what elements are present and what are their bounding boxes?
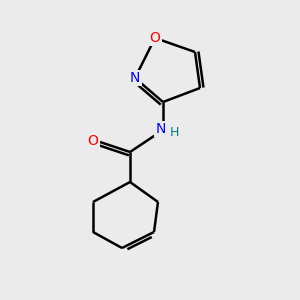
Text: H: H xyxy=(169,127,179,140)
Text: O: O xyxy=(150,31,160,45)
Text: O: O xyxy=(88,134,98,148)
Text: N: N xyxy=(130,71,140,85)
Text: N: N xyxy=(156,122,166,136)
